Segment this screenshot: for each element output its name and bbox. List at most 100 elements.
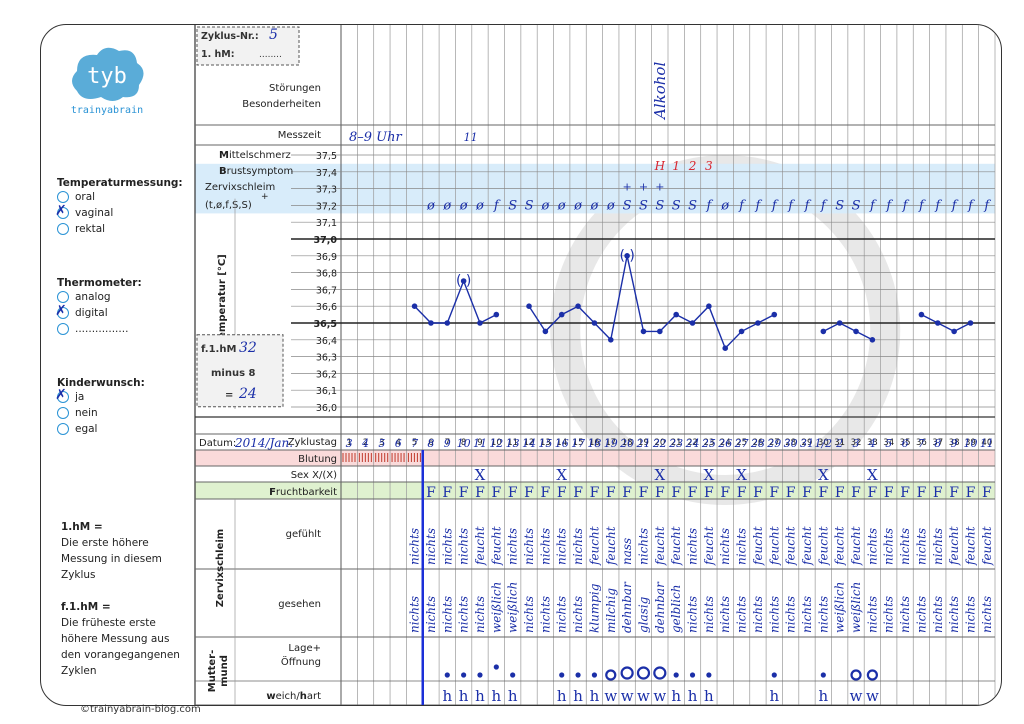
date-value: 8 (427, 437, 434, 450)
radio-icon[interactable] (57, 291, 69, 303)
mm-dot (559, 672, 565, 678)
zervix-code: f (493, 198, 501, 213)
gesehen-value: milchig (604, 588, 618, 633)
zervix-code: ø (426, 198, 435, 213)
mm-ring (605, 669, 617, 681)
gesehen-value: dehnbar (620, 581, 634, 633)
option-digital[interactable]: ✗ digital (55, 303, 108, 319)
gefuehlt-value: feucht (947, 526, 961, 566)
option-ja[interactable]: ✗ ja (55, 387, 85, 403)
temp-point (706, 303, 712, 310)
gesehen-value: dehnbar (653, 581, 667, 633)
date-value: 10 (457, 437, 471, 450)
cycle-value: 5 (269, 27, 278, 43)
gesehen-value: weißlich (833, 582, 847, 633)
temp-tick-label: 37,3 (316, 185, 337, 196)
zervix-code: ø (590, 198, 599, 213)
zervix-code: ø (720, 198, 729, 213)
radio-checked-icon[interactable]: ✗ (55, 203, 69, 219)
gesehen-value: nichts (898, 596, 912, 633)
mm-dot (461, 672, 467, 678)
fertility-mark: F (459, 485, 469, 501)
gesehen-value: nichts (751, 596, 765, 633)
messzeit-day: 11 (464, 131, 478, 144)
temp-method-group: Temperaturmessung: oral ✗ vaginal rektal (55, 177, 183, 237)
date-value: 11 (473, 437, 487, 450)
date-value: 25 (701, 437, 716, 450)
temp-point (493, 311, 500, 318)
mm-dot (493, 664, 499, 670)
zervix-code: ø (606, 198, 615, 213)
temp-point (836, 320, 843, 326)
gesehen-value: glasig (636, 596, 650, 633)
label-fruchtbarkeit: Fruchtbarkeit (269, 487, 337, 498)
option-other[interactable]: ................ (57, 321, 142, 337)
gesehen-value: weißlich (489, 582, 503, 633)
temp-point (673, 311, 679, 318)
option-rektal[interactable]: rektal (57, 221, 183, 237)
radio-checked-icon[interactable]: ✗ (55, 303, 69, 319)
day-number: 39 (965, 438, 976, 448)
date-value: 17 (571, 437, 585, 450)
day-number: 14 (556, 438, 567, 448)
gefuehlt-value: feucht (963, 526, 977, 566)
date-value: 5 (885, 437, 892, 450)
temp-point (428, 320, 434, 326)
zervix-code: ø (442, 198, 451, 213)
option-egal[interactable]: egal (57, 421, 145, 437)
label-weich-hart: weich/hart (266, 691, 321, 702)
option-nein[interactable]: nein (57, 405, 145, 421)
gefuehlt-value: nichts (718, 528, 732, 565)
radio-icon[interactable] (57, 407, 69, 419)
gefuehlt-value: nichts (440, 528, 454, 565)
radio-icon[interactable] (57, 423, 69, 435)
temp-point (755, 320, 761, 326)
option-oral[interactable]: oral (57, 189, 183, 205)
day-number: 38 (949, 438, 960, 448)
fertility-mark: F (442, 485, 452, 501)
radio-checked-icon[interactable]: ✗ (55, 387, 69, 403)
label-muttermund: mund (219, 655, 230, 687)
mittelschmerz-mark: 2 (688, 159, 697, 173)
mm-hardness: h (442, 687, 452, 705)
temp-tick-label: 37,0 (314, 235, 338, 246)
day-number: 34 (883, 438, 894, 448)
date-value: 11 (980, 437, 994, 450)
date-value: 31 (800, 437, 814, 450)
fertility-mark: F (949, 485, 959, 501)
day-number: 25 (736, 438, 747, 448)
gesehen-value: weißlich (506, 582, 520, 633)
date-value: 9 (444, 437, 451, 450)
option-analog[interactable]: analog (57, 289, 142, 305)
temp-point (869, 337, 876, 343)
zervix-code: S (835, 198, 844, 213)
zervix-code: f (918, 198, 926, 213)
gefuehlt-value: feucht (849, 526, 863, 566)
fertility-mark: F (982, 485, 992, 501)
mm-hardness: h (671, 687, 681, 705)
mm-hardness: h (688, 687, 698, 705)
temp-point (853, 328, 859, 335)
fertility-mark: F (802, 485, 812, 501)
zervix-code: ø (540, 198, 549, 213)
temp-bracket: ( ) (456, 273, 471, 289)
mm-dot (771, 672, 777, 678)
mm-hardness: w (604, 687, 617, 705)
temp-point (444, 320, 451, 326)
zervix-code: f (820, 198, 828, 213)
gefuehlt-value: nichts (555, 528, 569, 565)
option-vaginal[interactable]: ✗ vaginal (55, 203, 114, 219)
radio-icon[interactable] (57, 191, 69, 203)
date-value: 4 (361, 437, 369, 450)
datum-prefix: 2014/Jan. (234, 436, 293, 450)
fertility-mark: F (900, 485, 910, 501)
radio-icon[interactable] (57, 323, 69, 335)
day-number: 7 (445, 438, 450, 448)
day-number: 17 (605, 438, 616, 448)
gesehen-value: nichts (865, 596, 879, 633)
day-number: 21 (671, 438, 682, 448)
mm-dot (706, 672, 712, 678)
mm-dot (444, 672, 450, 678)
radio-icon[interactable] (57, 223, 69, 235)
fertility-mark: F (541, 485, 551, 501)
